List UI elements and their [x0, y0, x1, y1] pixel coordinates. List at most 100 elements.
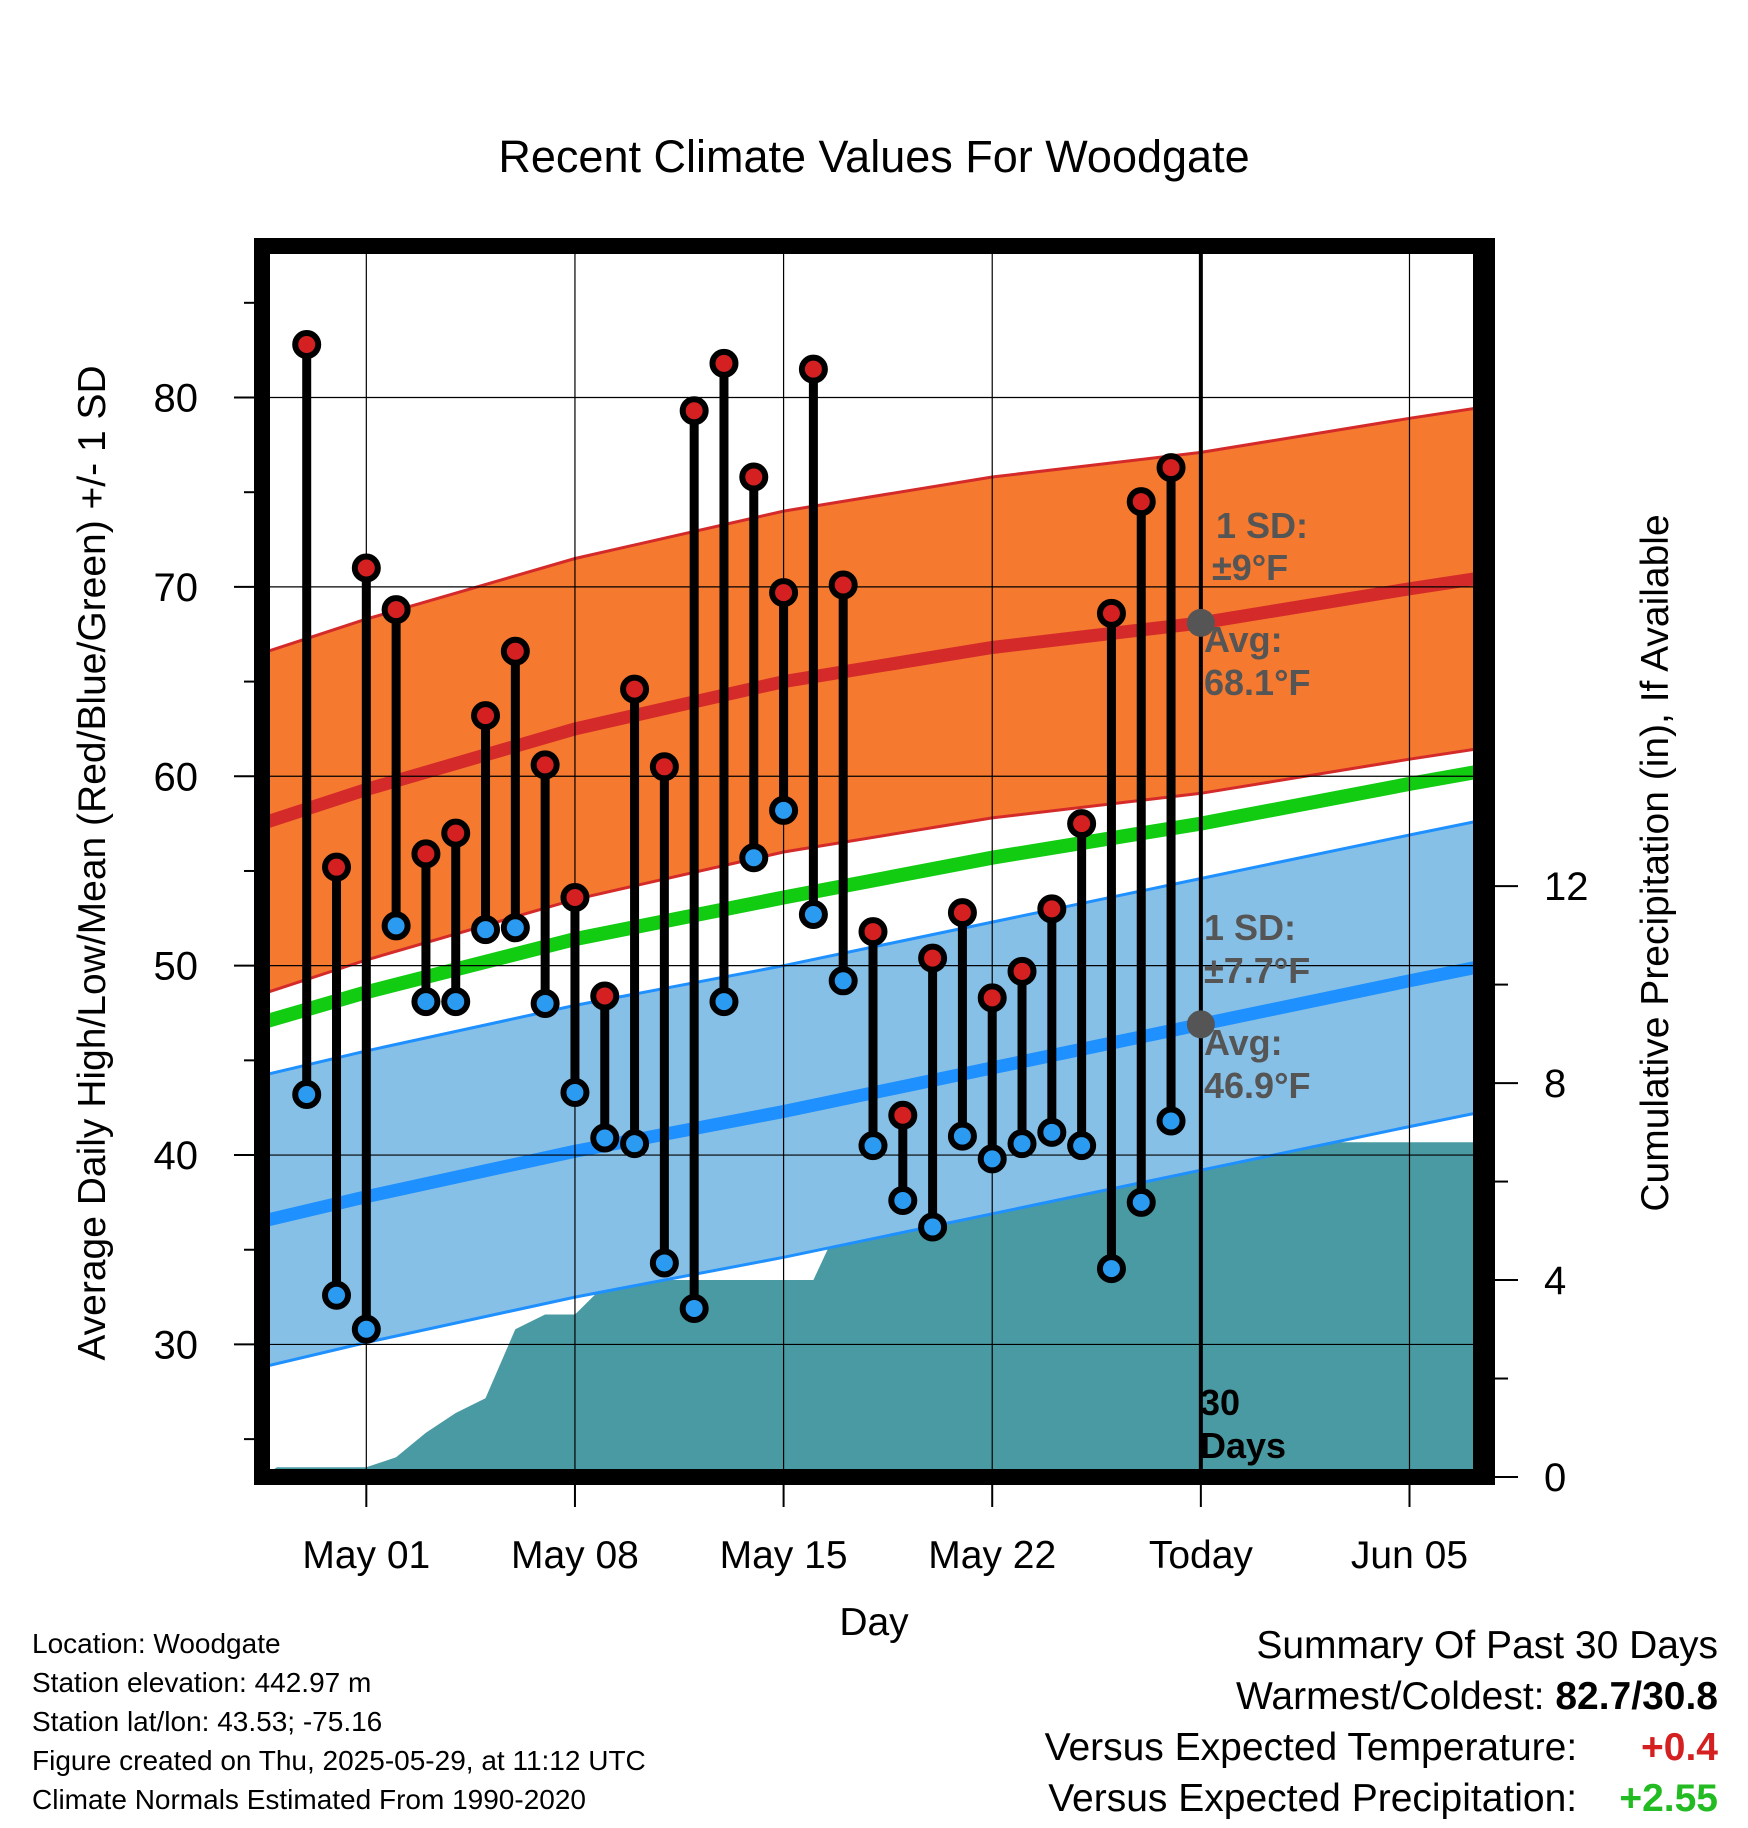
daily-high-point — [977, 983, 1007, 1013]
daily-high-point — [739, 462, 769, 492]
y2-tick-label: 12 — [1544, 865, 1589, 909]
daily-low-point — [709, 987, 739, 1017]
daily-high-point — [292, 329, 322, 359]
daily-low-point — [590, 1123, 620, 1153]
daily-low-point — [560, 1078, 590, 1108]
daily-low-point — [441, 987, 471, 1017]
high-sd-value: ±9°F — [1212, 547, 1288, 588]
low-sd-value: ±7.7°F — [1204, 950, 1310, 991]
days-label-count: 30 — [1200, 1382, 1240, 1423]
daily-high-point — [1096, 598, 1126, 628]
daily-high-point — [947, 898, 977, 928]
mean-temp-line — [262, 763, 1484, 1030]
summary-row-temp: Versus Expected Temperature: +0.4 — [1045, 1722, 1718, 1773]
daily-low-point — [1096, 1254, 1126, 1284]
summary-panel: Summary Of Past 30 Days Warmest/Coldest:… — [1045, 1620, 1718, 1824]
daily-high-point — [1067, 809, 1097, 839]
daily-high-point — [828, 570, 858, 600]
today-avg-high-marker — [1186, 608, 1215, 637]
daily-low-point — [351, 1314, 381, 1344]
station-info: Location: Woodgate Station elevation: 44… — [32, 1624, 646, 1819]
daily-low-point — [1007, 1129, 1037, 1159]
daily-high-point — [322, 852, 352, 882]
x-tick-label: May 08 — [511, 1534, 639, 1577]
daily-low-point — [739, 843, 769, 873]
daily-high-point — [649, 752, 679, 782]
daily-high-point — [411, 839, 441, 869]
daily-low-point — [471, 915, 501, 945]
daily-low-point — [292, 1079, 322, 1109]
x-tick-label: May 22 — [928, 1534, 1056, 1577]
daily-low-point — [1156, 1106, 1186, 1136]
precip-area — [262, 1142, 1484, 1477]
y2-tick-label: 4 — [1544, 1259, 1566, 1303]
daily-high-point — [471, 701, 501, 731]
daily-low-point — [381, 911, 411, 941]
temp-value: +0.4 — [1641, 1726, 1718, 1769]
y-tick-label: 50 — [154, 945, 199, 989]
daily-high-point — [530, 750, 560, 780]
daily-low-point — [858, 1131, 888, 1161]
y-tick-label: 80 — [154, 377, 199, 421]
y2-tick-label: 0 — [1544, 1456, 1566, 1500]
daily-high-point — [709, 348, 739, 378]
warm-cold-value: 82.7/30.8 — [1555, 1675, 1718, 1718]
daily-low-point — [977, 1144, 1007, 1174]
location-text: Location: Woodgate — [32, 1628, 281, 1659]
daily-high-point — [620, 674, 650, 704]
y-tick-label: 70 — [154, 566, 199, 610]
temp-label: Versus Expected Temperature: — [1044, 1726, 1578, 1769]
daily-high-point — [500, 636, 530, 666]
daily-high-point — [918, 943, 948, 973]
daily-low-point — [1126, 1187, 1156, 1217]
high-sd-label: 1 SD: — [1216, 505, 1308, 546]
high-sd-band — [262, 407, 1484, 995]
daily-high-point — [441, 818, 471, 848]
x-tick-label: May 01 — [302, 1534, 430, 1577]
summary-row-precip: Versus Expected Precipitation: +2.55 — [1045, 1773, 1718, 1824]
chart-title: Recent Climate Values For Woodgate — [498, 131, 1249, 182]
low-sd-label: 1 SD: — [1204, 907, 1296, 948]
daily-high-point — [888, 1100, 918, 1130]
summary-row-warm-cold: Warmest/Coldest: 82.7/30.8 — [1045, 1671, 1718, 1722]
y2-axis-label: Cumulative Precipitation (in), If Availa… — [1634, 514, 1677, 1211]
daily-low-point — [1067, 1131, 1097, 1161]
today-avg-low-marker — [1186, 1010, 1215, 1039]
precip-label: Versus Expected Precipitation: — [1048, 1777, 1578, 1820]
daily-low-point — [530, 989, 560, 1019]
y-axis-label: Average Daily High/Low/Mean (Red/Blue/Gr… — [71, 365, 114, 1360]
low-band-upper-edge — [262, 818, 1484, 1077]
low-avg-value: 46.9°F — [1204, 1065, 1310, 1106]
high-avg-value: 68.1°F — [1204, 662, 1310, 703]
created-text: Figure created on Thu, 2025-05-29, at 11… — [32, 1745, 646, 1776]
daily-low-point — [1037, 1117, 1067, 1147]
low-avg-label: Avg: — [1204, 1022, 1283, 1063]
daily-low-point — [798, 900, 828, 930]
daily-high-point — [1037, 894, 1067, 924]
daily-low-point — [888, 1185, 918, 1215]
days-label-text: Days — [1200, 1425, 1286, 1466]
low-band-lower-edge — [262, 1110, 1484, 1369]
precip-value: +2.55 — [1619, 1777, 1718, 1820]
latlon-text: Station lat/lon: 43.53; -75.16 — [32, 1706, 383, 1737]
daily-low-point — [947, 1121, 977, 1151]
daily-low-point — [828, 966, 858, 996]
high-avg-label: Avg: — [1204, 619, 1283, 660]
normals-text: Climate Normals Estimated From 1990-2020 — [32, 1784, 586, 1815]
daily-high-point — [858, 917, 888, 947]
summary-heading: Summary Of Past 30 Days — [1256, 1624, 1718, 1667]
daily-low-point — [322, 1280, 352, 1310]
x-tick-label: May 15 — [720, 1534, 848, 1577]
daily-high-point — [381, 595, 411, 625]
daily-high-point — [1126, 487, 1156, 517]
warm-cold-label: Warmest/Coldest: — [1236, 1675, 1545, 1718]
elevation-text: Station elevation: 442.97 m — [32, 1667, 372, 1698]
high-band-lower-edge — [262, 746, 1484, 996]
daily-high-point — [679, 396, 709, 426]
daily-high-point — [351, 553, 381, 583]
daily-low-point — [411, 987, 441, 1017]
daily-high-point — [560, 882, 590, 912]
